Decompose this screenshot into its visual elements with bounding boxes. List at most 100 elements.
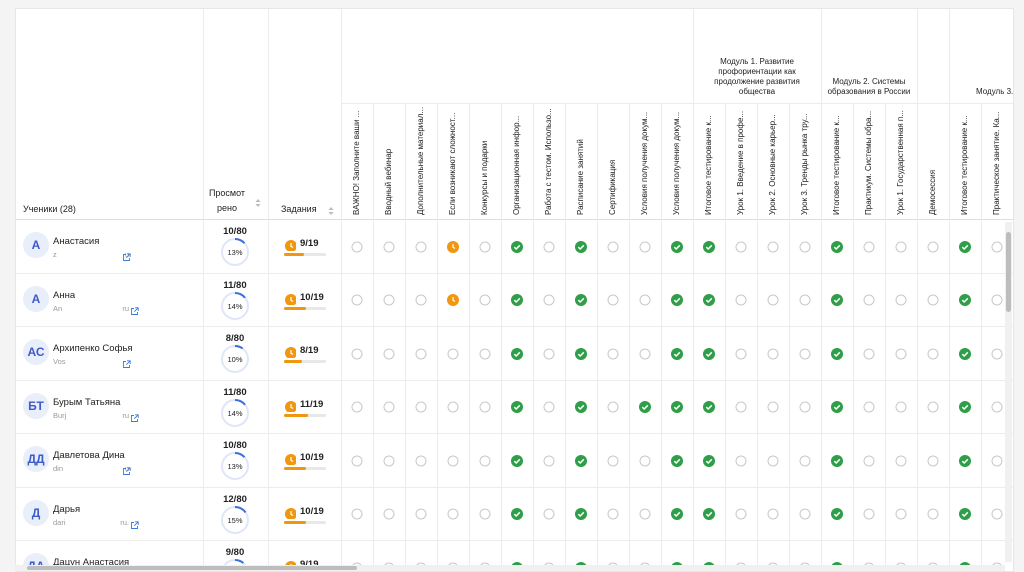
status-pending	[447, 240, 459, 253]
status-done	[575, 240, 587, 253]
group-label: Модуль 1. Развитие профориентации как пр…	[714, 57, 800, 96]
status-done	[703, 240, 715, 253]
status-none	[479, 240, 491, 253]
col-line	[203, 9, 204, 571]
email-start: An	[53, 303, 63, 313]
student-name: Анна	[53, 289, 76, 301]
viewed-percent: 10%	[227, 355, 243, 364]
status-none	[735, 293, 747, 306]
viewed-percent: 13%	[227, 462, 243, 471]
email-start: z	[53, 250, 57, 259]
lesson-line	[949, 103, 950, 571]
avatar: БТ	[23, 392, 49, 419]
status-none	[607, 507, 619, 520]
status-none	[767, 347, 779, 360]
task-bar-fill	[284, 520, 307, 524]
status-none	[415, 240, 427, 253]
task-clock	[285, 238, 297, 252]
status-done	[511, 400, 523, 414]
task-count: 8/19	[300, 345, 319, 356]
status-done	[575, 347, 587, 360]
lesson-title: Урок 1. Введение в профе...	[736, 110, 745, 215]
task-bar-fill	[284, 467, 307, 470]
status-none	[991, 347, 1003, 360]
status-done	[959, 240, 971, 253]
status-none	[735, 400, 747, 413]
task-bar	[284, 306, 326, 310]
lesson-title: Итоговое тестирование к...	[832, 115, 841, 215]
status-none	[895, 400, 907, 413]
status-done	[671, 507, 683, 521]
status-none	[479, 347, 491, 360]
lesson-title: Итоговое тестирование к...	[704, 115, 713, 215]
status-none	[767, 400, 779, 413]
external-link[interactable]	[130, 410, 139, 422]
external-link[interactable]	[122, 356, 131, 368]
status-none	[639, 240, 651, 253]
task-count: 11/19	[300, 398, 324, 410]
status-none	[543, 293, 555, 306]
student-name: Архипенко Софья	[53, 343, 133, 354]
lesson-title: Если возникают сложност...	[448, 112, 457, 215]
external-link[interactable]	[130, 303, 139, 315]
status-none	[383, 240, 395, 253]
lesson-line	[853, 103, 854, 571]
lesson-line	[469, 103, 470, 571]
student-name: Дарья	[53, 503, 81, 515]
status-done	[831, 347, 843, 360]
h-scrollbar[interactable]	[15, 565, 1005, 571]
task-bar	[284, 360, 326, 363]
email-start: Burj	[53, 410, 67, 420]
task-bar	[284, 253, 326, 256]
status-done	[959, 507, 971, 521]
status-done	[703, 507, 715, 521]
status-none	[863, 347, 875, 360]
status-none	[383, 507, 395, 520]
status-done	[671, 347, 683, 360]
task-bar	[284, 520, 326, 524]
status-none	[927, 454, 939, 467]
task-bar	[284, 467, 326, 470]
status-none	[415, 347, 427, 360]
v-scroll-thumb[interactable]	[1006, 232, 1011, 312]
status-done	[671, 293, 683, 307]
status-none	[799, 293, 811, 306]
status-none	[543, 454, 555, 467]
redaction	[491, 81, 591, 99]
task-count: 9/19	[300, 238, 319, 249]
status-none	[543, 400, 555, 413]
row-line	[16, 433, 1013, 434]
lesson-title: Дополнительные материал...	[416, 107, 425, 215]
viewed-count: 12/80	[223, 493, 247, 505]
task-count: 10/19	[300, 505, 324, 517]
status-none	[543, 507, 555, 520]
avatar: А	[23, 285, 49, 312]
external-link[interactable]	[122, 463, 131, 475]
external-link[interactable]	[130, 517, 139, 529]
task-count: 10/19	[300, 291, 324, 303]
v-scrollbar[interactable]	[1005, 222, 1012, 562]
lesson-line	[437, 103, 438, 571]
viewed-percent: 14%	[227, 301, 243, 311]
h-scroll-thumb[interactable]	[27, 566, 357, 570]
status-none	[447, 347, 459, 360]
lesson-title: Работа с тестом. Использо...	[544, 108, 553, 215]
status-none	[799, 240, 811, 253]
lesson-title: Вводный вебинар	[384, 148, 393, 215]
lesson-title: ВАЖНО! Заполните ваши ...	[352, 110, 361, 215]
status-none	[991, 293, 1003, 306]
status-none	[383, 454, 395, 467]
status-done	[575, 293, 587, 307]
external-link[interactable]	[122, 249, 131, 261]
progress-ring	[219, 450, 251, 482]
status-none	[799, 347, 811, 360]
students-header: Ученики (28)	[23, 204, 76, 214]
status-none	[767, 240, 779, 253]
lesson-line	[373, 103, 374, 571]
status-done	[959, 293, 971, 307]
status-done	[575, 454, 587, 467]
task-count: 9/19	[300, 559, 319, 570]
status-none	[735, 347, 747, 360]
status-none	[639, 293, 651, 306]
status-done	[703, 293, 715, 307]
